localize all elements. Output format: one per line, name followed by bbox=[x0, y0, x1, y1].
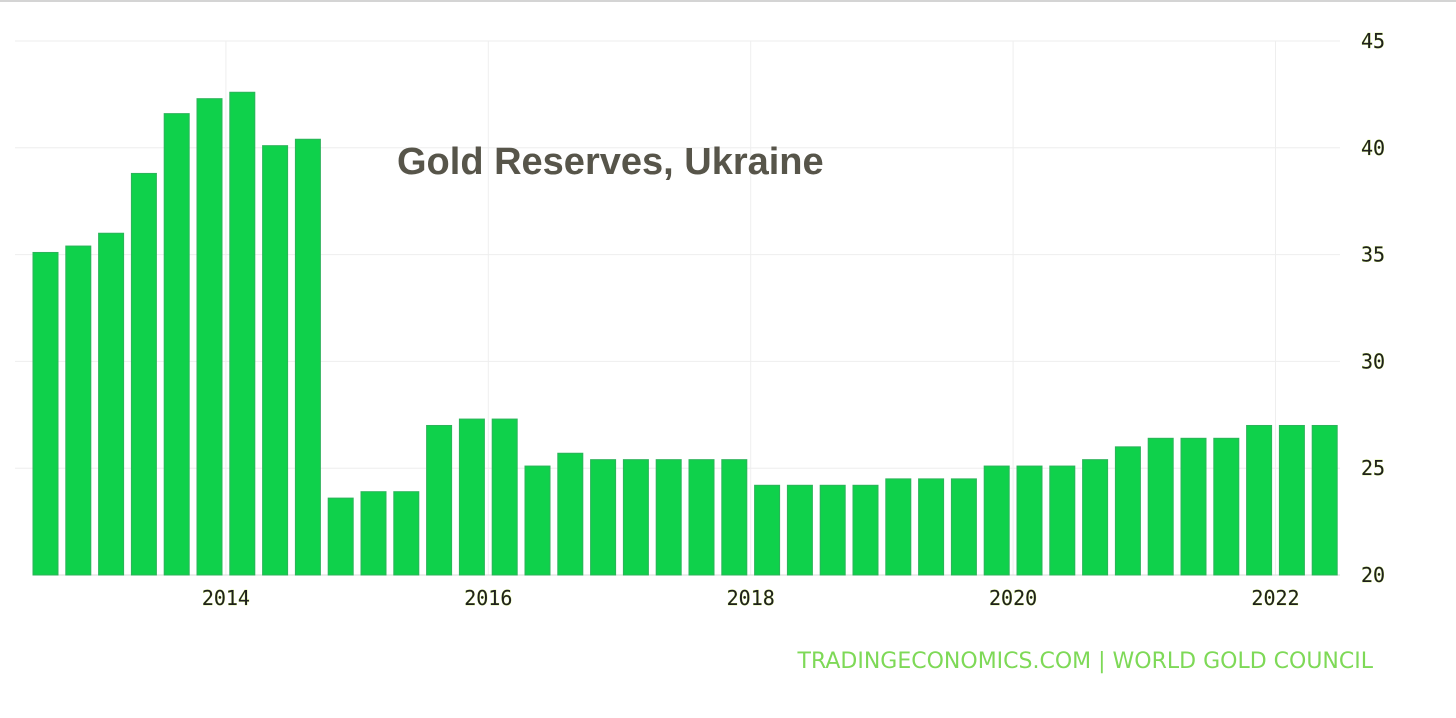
y-tick-label: 30 bbox=[1361, 349, 1385, 373]
bar bbox=[524, 465, 551, 576]
bar bbox=[327, 497, 354, 576]
y-tick-label: 20 bbox=[1361, 563, 1385, 587]
bar bbox=[1213, 437, 1240, 576]
bar bbox=[622, 459, 649, 576]
bar bbox=[1016, 465, 1043, 576]
bar bbox=[754, 484, 781, 576]
bar bbox=[1147, 437, 1174, 576]
bar bbox=[130, 172, 157, 576]
x-tick-label: 2018 bbox=[727, 586, 775, 610]
bar bbox=[1246, 424, 1273, 576]
bar bbox=[885, 478, 912, 576]
bar bbox=[1082, 459, 1109, 576]
y-tick-label: 40 bbox=[1361, 136, 1385, 160]
bar bbox=[426, 424, 453, 576]
bar bbox=[852, 484, 879, 576]
bar bbox=[458, 418, 485, 576]
bar bbox=[950, 478, 977, 576]
bar bbox=[491, 418, 518, 576]
chart-title: Gold Reserves, Ukraine bbox=[397, 141, 824, 183]
x-tick-label: 2014 bbox=[202, 586, 250, 610]
bar bbox=[655, 459, 682, 576]
bar bbox=[98, 232, 125, 576]
bar bbox=[262, 145, 289, 576]
bar bbox=[557, 452, 584, 576]
x-tick-label: 2016 bbox=[464, 586, 512, 610]
frame-top-border bbox=[0, 0, 1456, 2]
bar bbox=[590, 459, 617, 576]
bar bbox=[1114, 446, 1141, 576]
bar bbox=[360, 491, 387, 576]
x-tick-label: 2020 bbox=[989, 586, 1037, 610]
bar bbox=[229, 91, 256, 576]
y-tick-label: 45 bbox=[1361, 29, 1385, 53]
bar bbox=[721, 459, 748, 576]
bar bbox=[918, 478, 945, 576]
bar bbox=[65, 245, 92, 576]
bar bbox=[786, 484, 813, 576]
bar bbox=[393, 491, 420, 576]
y-tick-label: 25 bbox=[1361, 456, 1385, 480]
x-axis-ticks: 2014 2016 2018 2020 2022 bbox=[202, 586, 1300, 611]
bar bbox=[196, 98, 223, 576]
bar bbox=[1311, 424, 1338, 576]
bar bbox=[819, 484, 846, 576]
bar bbox=[1049, 465, 1076, 576]
bar bbox=[688, 459, 715, 576]
y-axis-ticks: 20 25 30 35 40 45 bbox=[1361, 29, 1386, 588]
bar bbox=[983, 465, 1010, 576]
x-tick-label: 2022 bbox=[1251, 586, 1299, 610]
bar bbox=[1180, 437, 1207, 576]
bar bbox=[32, 251, 59, 576]
bar bbox=[294, 138, 321, 576]
bar bbox=[163, 113, 190, 576]
source-credit: TRADINGECONOMICS.COM | WORLD GOLD COUNCI… bbox=[797, 649, 1374, 674]
bar bbox=[1278, 424, 1305, 576]
y-tick-label: 35 bbox=[1361, 243, 1385, 267]
bar-series bbox=[32, 91, 1338, 576]
